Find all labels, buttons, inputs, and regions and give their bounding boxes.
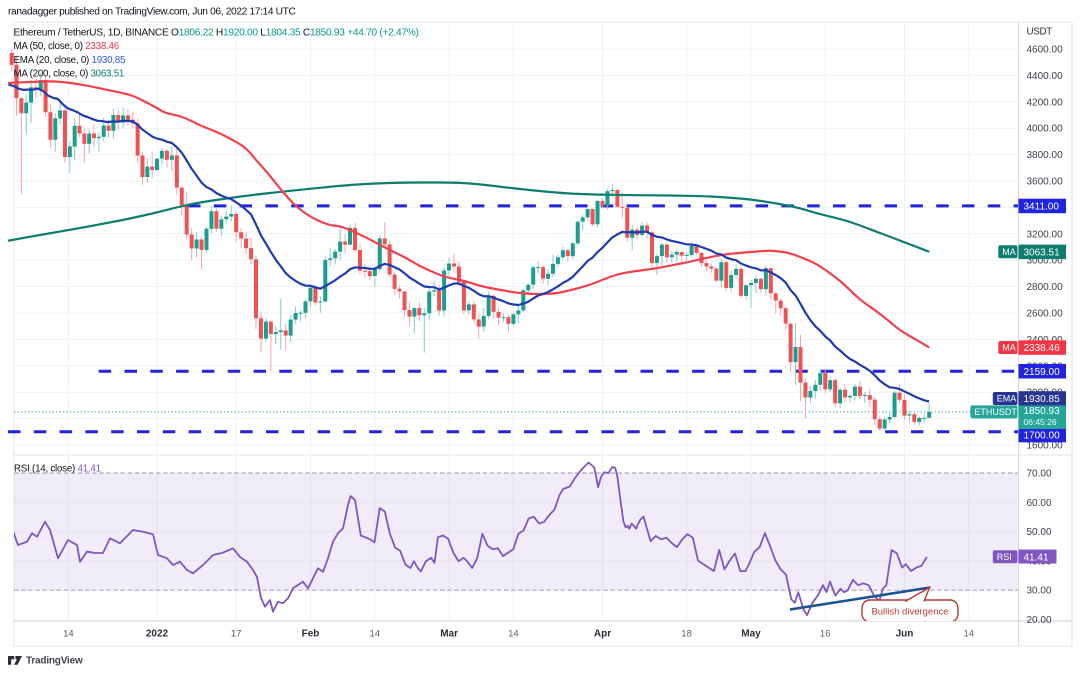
svg-text:2338.46: 2338.46 [1024, 343, 1061, 354]
svg-text:TradingView: TradingView [26, 656, 83, 667]
svg-text:14: 14 [964, 629, 975, 640]
svg-text:3063.51: 3063.51 [1024, 247, 1061, 258]
svg-text:EMA (20, close, 0) 1930.85: EMA (20, close, 0) 1930.85 [14, 55, 126, 66]
svg-text:MA: MA [1002, 343, 1016, 353]
svg-text:USDT: USDT [1027, 27, 1053, 38]
svg-text:4400.00: 4400.00 [1027, 71, 1064, 82]
svg-text:1700.00: 1700.00 [1024, 431, 1061, 442]
svg-text:17: 17 [231, 629, 242, 640]
svg-text:Apr: Apr [594, 629, 611, 640]
svg-text:14: 14 [508, 629, 519, 640]
svg-text:2022: 2022 [146, 629, 169, 640]
svg-text:3600.00: 3600.00 [1027, 177, 1064, 188]
svg-text:16: 16 [820, 629, 831, 640]
svg-text:70.00: 70.00 [1027, 469, 1052, 480]
svg-text:EMA: EMA [997, 394, 1017, 404]
svg-text:14: 14 [370, 629, 381, 640]
svg-text:2159.00: 2159.00 [1024, 367, 1061, 378]
svg-text:1930.85: 1930.85 [1024, 394, 1061, 405]
svg-text:3411.00: 3411.00 [1024, 202, 1060, 213]
svg-text:3800.00: 3800.00 [1027, 150, 1064, 161]
svg-text:1850.93: 1850.93 [1024, 406, 1061, 417]
svg-text:MA (200, close, 0) 3063.51: MA (200, close, 0) 3063.51 [14, 69, 125, 80]
svg-text:06:45:26: 06:45:26 [1024, 417, 1057, 427]
svg-text:May: May [741, 629, 761, 640]
svg-text:18: 18 [681, 629, 692, 640]
svg-text:RSI (14, close) 41.41: RSI (14, close) 41.41 [14, 464, 101, 475]
svg-text:RSI: RSI [997, 552, 1012, 562]
svg-text:4600.00: 4600.00 [1027, 45, 1064, 56]
svg-text:20.00: 20.00 [1027, 615, 1052, 626]
svg-text:50.00: 50.00 [1027, 527, 1052, 538]
svg-text:ETHUSDT: ETHUSDT [974, 407, 1017, 417]
svg-text:2800.00: 2800.00 [1027, 282, 1064, 293]
svg-text:Jun: Jun [896, 629, 914, 640]
svg-text:ranadagger published on Tradin: ranadagger published on TradingView.com,… [8, 7, 296, 18]
svg-text:Mar: Mar [440, 629, 458, 640]
svg-text:30.00: 30.00 [1027, 586, 1052, 597]
svg-text:Bullish divergence: Bullish divergence [871, 607, 948, 618]
svg-text:41.41: 41.41 [1024, 552, 1049, 563]
svg-text:Ethereum / TetherUS, 1D, BINAN: Ethereum / TetherUS, 1D, BINANCE O1806.2… [14, 28, 419, 39]
svg-text:MA (50, close, 0) 2338.46: MA (50, close, 0) 2338.46 [14, 41, 120, 52]
svg-text:2600.00: 2600.00 [1027, 309, 1064, 320]
svg-text:1600.00: 1600.00 [1027, 441, 1064, 452]
svg-text:60.00: 60.00 [1027, 498, 1052, 509]
svg-text:4200.00: 4200.00 [1027, 97, 1064, 108]
svg-text:14: 14 [63, 629, 74, 640]
svg-text:4000.00: 4000.00 [1027, 124, 1064, 135]
svg-text:3000.00: 3000.00 [1027, 256, 1064, 267]
svg-text:3200.00: 3200.00 [1027, 229, 1064, 240]
svg-text:MA: MA [1002, 247, 1016, 257]
svg-text:Feb: Feb [302, 629, 320, 640]
